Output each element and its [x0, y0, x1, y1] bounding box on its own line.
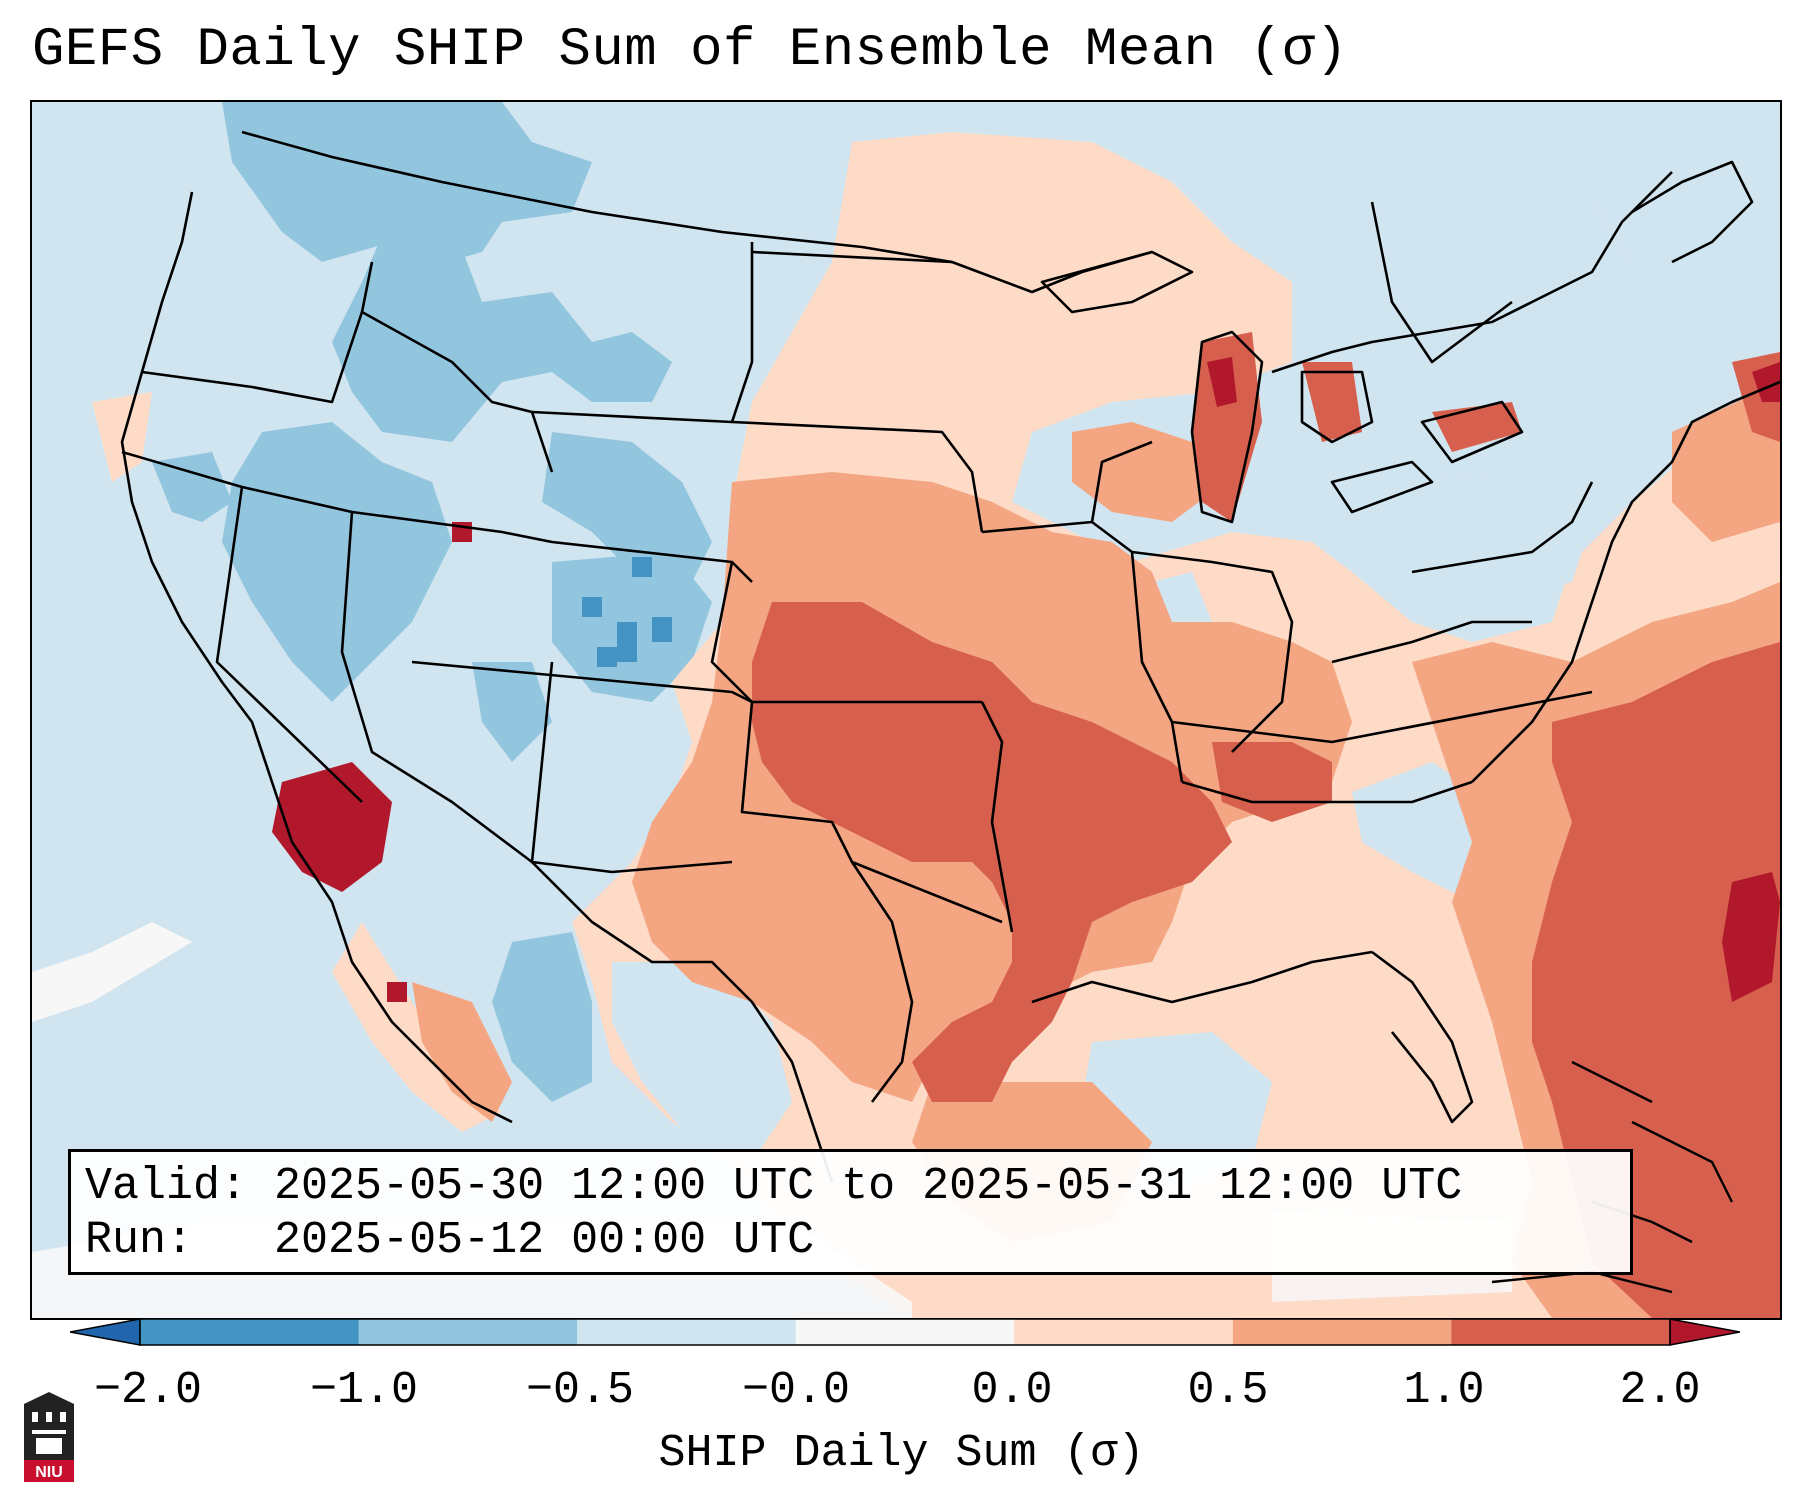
ia-mo-il-border — [981, 520, 1184, 783]
colorbar-tick-label: 0.5 — [1187, 1365, 1269, 1416]
logo-text: NIU — [35, 1464, 63, 1481]
us-canada-border-east — [1271, 171, 1673, 374]
colorbar-bin — [577, 1319, 797, 1345]
lake-michigan — [1190, 330, 1264, 524]
wa-or-border — [141, 261, 374, 404]
pa-ny-border — [1411, 481, 1594, 574]
colorbar-bin — [358, 1319, 578, 1345]
canada-maritime — [1631, 160, 1754, 264]
lake-ontario — [1420, 400, 1524, 464]
sd-ne-border — [731, 420, 984, 533]
west-coastline — [120, 191, 294, 843]
validity-info-box: Valid: 2025-05-30 12:00 UTC to 2025-05-3… — [68, 1149, 1633, 1275]
va-wv-border — [1331, 620, 1532, 664]
colorbar-bin — [140, 1319, 360, 1345]
colorbar-tick-label: −1.0 — [309, 1365, 419, 1416]
tx-coast — [850, 861, 914, 1103]
ca-nv-border — [215, 486, 363, 803]
hudson-area — [1370, 201, 1513, 364]
il-in-border — [1131, 550, 1294, 753]
colorbar-tick-label: 0.0 — [971, 1365, 1053, 1416]
lake-superior — [1040, 250, 1194, 314]
colorbar-tick-label: −0.5 — [525, 1365, 635, 1416]
wi-mn-border — [1090, 440, 1153, 523]
id-mt-border — [361, 310, 554, 473]
baja-coast — [290, 841, 513, 1124]
colorbar-tick-label: −2.0 — [93, 1365, 203, 1416]
nm-az-border — [530, 661, 733, 874]
mt-dakota-border — [531, 242, 754, 424]
colorbar-bin — [70, 1318, 141, 1346]
run-time: 2025-05-12 00:00 UTC — [274, 1215, 815, 1266]
anomaly-negative-strong — [582, 557, 672, 667]
colorbar-title: SHIP Daily Sum (σ) — [658, 1428, 1145, 1479]
valid-time: 2025-05-30 12:00 UTC to 2025-05-31 12:00… — [274, 1161, 1463, 1212]
run-label: Run: — [85, 1215, 194, 1266]
anomaly-positive-extreme — [272, 357, 1780, 1002]
map-panel: Valid: 2025-05-30 12:00 UTC to 2025-05-3… — [30, 100, 1782, 1320]
map-canvas — [32, 102, 1780, 1318]
colorbar-outline — [139, 1318, 1671, 1346]
nd-border — [751, 250, 953, 264]
lake-huron — [1300, 370, 1374, 444]
ar-border — [980, 701, 1014, 933]
colorbar-bin — [1451, 1319, 1671, 1345]
colorbar — [70, 1318, 1740, 1346]
anomaly-negative-medium — [152, 102, 1722, 1297]
run-row: Run: 2025-05-12 00:00 UTC — [85, 1214, 1616, 1268]
florida-coast — [1371, 950, 1474, 1124]
lake-erie — [1330, 460, 1434, 514]
valid-label: Valid: — [85, 1161, 248, 1212]
valid-row: Valid: 2025-05-30 12:00 UTC to 2025-05-3… — [85, 1160, 1616, 1214]
nv-az-border — [340, 511, 533, 864]
niu-logo-icon: NIU — [24, 1392, 74, 1482]
east-coastline — [1471, 380, 1780, 783]
us-mexico-border — [531, 861, 834, 1183]
us-canada-border — [241, 130, 1153, 294]
ok-tx-border — [740, 701, 1003, 924]
colorbar-bins — [70, 1318, 1740, 1346]
colorbar-tick-label: 2.0 — [1619, 1365, 1701, 1416]
boundary-lines — [120, 130, 1780, 1183]
ut-wy-border — [351, 510, 753, 583]
ms-al-ga-border — [1181, 780, 1473, 804]
colorbar-tick-label: 1.0 — [1403, 1365, 1485, 1416]
tn-ky-border — [1171, 690, 1593, 744]
colorbar-bin — [1232, 1319, 1452, 1345]
gulf-coast — [1031, 950, 1373, 1004]
co-nm-border — [411, 660, 753, 704]
colorbar-bin — [1669, 1318, 1740, 1346]
page-title: GEFS Daily SHIP Sum of Ensemble Mean (σ) — [32, 20, 1349, 81]
colorbar-bin — [795, 1319, 1015, 1345]
ne-ks-border — [710, 561, 982, 704]
colorbar-tick-label: −0.0 — [741, 1365, 851, 1416]
colorbar-bin — [1014, 1319, 1234, 1345]
